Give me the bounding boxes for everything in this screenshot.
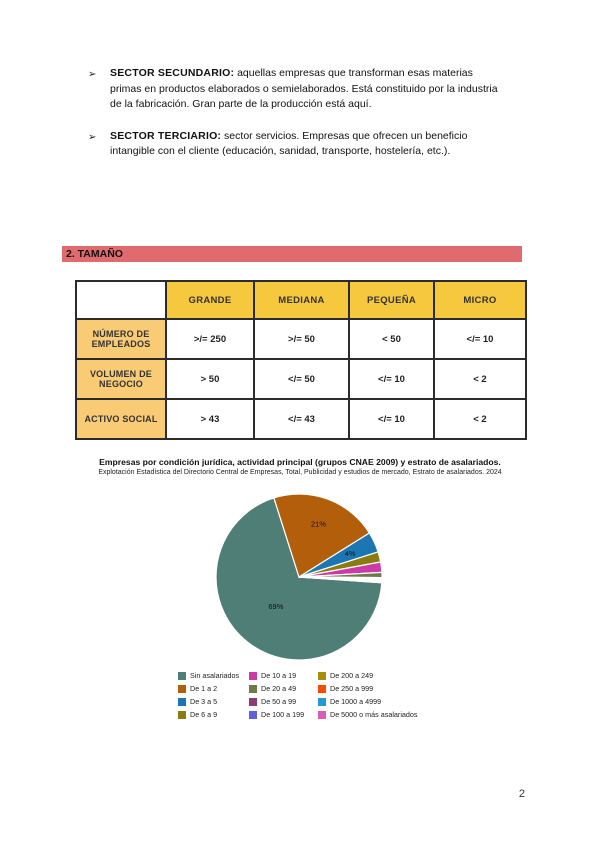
legend-item: De 250 a 999 [318, 682, 418, 695]
legend-swatch-icon [249, 671, 257, 680]
legend-column: Sin asalariados De 1 a 2 De 3 a 5 De 6 a 9 [178, 669, 249, 721]
table-cell: > 50 [165, 358, 255, 400]
legend-label: De 100 a 199 [261, 710, 305, 719]
section-header: 2. TAMAÑO [62, 246, 522, 262]
bullet-body: aquellas empresas que transforman esas m… [110, 67, 498, 110]
column-header: GRANDE [165, 280, 255, 320]
legend-item: De 1000 a 4999 [318, 695, 418, 708]
table-corner-cell [75, 280, 167, 320]
column-header: MEDIANA [253, 280, 350, 320]
bullet-text: SECTOR TERCIARIO: sector servicios. Empr… [110, 129, 500, 160]
pie-percent-label: 21% [311, 520, 326, 529]
legend-swatch-icon [178, 671, 186, 680]
pie-chart: 69% 21% 4% [215, 493, 383, 661]
arrow-bullet-icon: ➢ [88, 69, 97, 80]
bullet-list: ➢ SECTOR SECUNDARIO: aquellas empresas q… [88, 66, 500, 176]
legend-label: De 20 a 49 [261, 684, 297, 693]
pie-legend: Sin asalariados De 1 a 2 De 3 a 5 De 6 a 9 D… [178, 669, 418, 721]
pie-slice [215, 497, 383, 661]
row-header: NÚMERO DE EMPLEADOS [75, 318, 167, 360]
legend-column: De 10 a 19 De 20 a 49 De 50 a 99 De 100 a 1… [249, 669, 318, 721]
bullet-title: SECTOR TERCIARIO: [110, 129, 222, 142]
legend-item: De 6 a 9 [178, 708, 249, 721]
table-cell: </= 10 [433, 318, 527, 360]
pie-slice [298, 576, 383, 584]
list-item: ➢ SECTOR SECUNDARIO: aquellas empresas q… [88, 66, 500, 113]
table-cell: </= 50 [253, 358, 350, 400]
legend-item: De 20 a 49 [249, 682, 318, 695]
company-size-table: GRANDE MEDIANA PEQUEÑA MICRO NÚMERO DE E… [75, 280, 527, 440]
bullet-body: sector servicios. Empresas que ofrecen u… [110, 129, 468, 158]
legend-label: Sin asalariados [190, 671, 240, 680]
pie-chart-container: 69% 21% 4% [209, 487, 389, 667]
legend-item: De 50 a 99 [249, 695, 318, 708]
legend-swatch-icon [318, 684, 326, 693]
table-row: NÚMERO DE EMPLEADOS >/= 250 >/= 50 < 50 … [75, 318, 527, 360]
row-header: VOLUMEN DE NEGOCIO [75, 358, 167, 400]
legend-swatch-icon [178, 710, 186, 719]
column-header: PEQUEÑA [348, 280, 435, 320]
table-cell: < 2 [433, 358, 527, 400]
legend-swatch-icon [249, 710, 257, 719]
legend-item: De 5000 o más asalariados [318, 708, 418, 721]
table-row: ACTIVO SOCIAL > 43 </= 43 </= 10 < 2 [75, 398, 527, 440]
legend-swatch-icon [178, 697, 186, 706]
legend-label: De 200 a 249 [330, 671, 374, 680]
pie-slice [273, 493, 370, 578]
legend-item: De 1 a 2 [178, 682, 249, 695]
legend-item: De 3 a 5 [178, 695, 249, 708]
table-cell: < 2 [433, 398, 527, 440]
pie-percent-label: 69% [268, 602, 283, 611]
table-cell: </= 10 [348, 398, 435, 440]
legend-label: De 3 a 5 [190, 697, 218, 706]
legend-column: De 200 a 249 De 250 a 999 De 1000 a 4999 De… [318, 669, 418, 721]
legend-swatch-icon [318, 710, 326, 719]
legend-label: De 6 a 9 [190, 710, 218, 719]
legend-swatch-icon [318, 671, 326, 680]
column-header: MICRO [433, 280, 527, 320]
legend-label: De 5000 o más asalariados [330, 710, 418, 719]
bullet-text: SECTOR SECUNDARIO: aquellas empresas que… [110, 66, 500, 113]
legend-swatch-icon [178, 684, 186, 693]
arrow-bullet-icon: ➢ [88, 131, 97, 143]
legend-label: De 1 a 2 [190, 684, 218, 693]
table-cell: </= 10 [348, 358, 435, 400]
table-cell: </= 43 [253, 398, 350, 440]
table-cell: >/= 50 [253, 318, 350, 360]
page-number: 2 [518, 788, 525, 800]
legend-swatch-icon [318, 697, 326, 706]
legend-item: De 10 a 19 [249, 669, 318, 682]
row-header: ACTIVO SOCIAL [75, 398, 167, 440]
legend-swatch-icon [249, 697, 257, 706]
legend-swatch-icon [249, 684, 257, 693]
table-cell: < 50 [348, 318, 435, 360]
table-row: VOLUMEN DE NEGOCIO > 50 </= 50 </= 10 < … [75, 358, 527, 400]
table-cell: > 43 [165, 398, 255, 440]
legend-label: De 250 a 999 [330, 684, 374, 693]
legend-label: De 1000 a 4999 [330, 697, 382, 706]
legend-label: De 10 a 19 [261, 671, 297, 680]
pie-percent-label: 4% [345, 549, 356, 558]
table-header-row: GRANDE MEDIANA PEQUEÑA MICRO [75, 280, 527, 320]
table-cell: >/= 250 [165, 318, 255, 360]
chart-title: Empresas por condición jurídica, activid… [99, 457, 501, 467]
legend-label: De 50 a 99 [261, 697, 297, 706]
legend-item: De 200 a 249 [318, 669, 418, 682]
legend-item: De 100 a 199 [249, 708, 318, 721]
legend-item: Sin asalariados [178, 669, 249, 682]
bullet-title: SECTOR SECUNDARIO: [110, 67, 235, 79]
list-item: ➢ SECTOR TERCIARIO: sector servicios. Em… [88, 129, 500, 160]
chart-subtitle: Explotación Estadística del Directorio C… [98, 469, 502, 476]
